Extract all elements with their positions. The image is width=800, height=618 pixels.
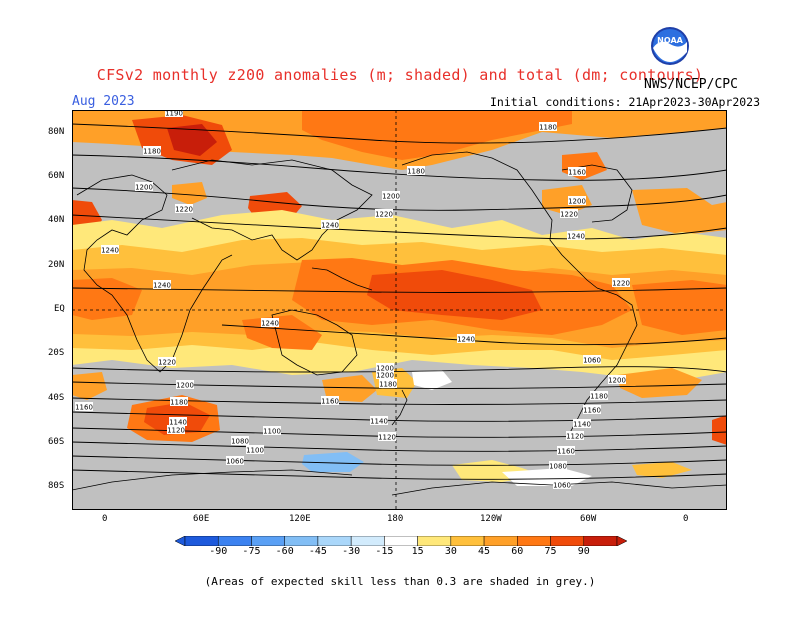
contour-label: 1200 <box>608 377 626 385</box>
chart-title: CFSv2 monthly z200 anomalies (m; shaded)… <box>96 66 704 84</box>
colorbar-label: -45 <box>308 546 327 557</box>
contour-label: 1100 <box>246 447 264 455</box>
contour-label: 1200 <box>176 382 194 390</box>
colorbar-cell <box>284 536 319 546</box>
colorbar-label: -60 <box>275 546 294 557</box>
lon-label: 120E <box>289 514 311 524</box>
lon-label: 120W <box>480 514 502 524</box>
colorbar-label: -30 <box>342 546 361 557</box>
contour-label: 1200 <box>568 198 586 206</box>
lon-label: 0 <box>102 514 108 524</box>
noaa-logo-icon: NOAA <box>651 27 689 65</box>
lon-label: 0 <box>683 514 689 524</box>
colorbar-cell <box>251 536 285 546</box>
colorbar-cell <box>217 536 252 546</box>
colorbar-label: -90 <box>209 546 228 557</box>
colorbar-label: 30 <box>444 546 457 557</box>
contour-label: 1200 <box>382 193 400 201</box>
contour-label: 1240 <box>261 320 279 328</box>
contour-label: 1080 <box>231 438 249 446</box>
colorbar-cell <box>184 536 219 546</box>
contour-label: 1200 <box>135 184 153 192</box>
contour-label: 1240 <box>153 282 171 290</box>
colorbar-cell <box>550 536 585 546</box>
contour-label: 1220 <box>560 211 578 219</box>
colorbar-cell <box>317 536 352 546</box>
colorbar-label: 15 <box>411 546 424 557</box>
colorbar-cell <box>583 536 618 546</box>
colorbar-cell <box>483 536 518 546</box>
contour-label: 1180 <box>590 393 608 401</box>
anomaly-map: 1190 1180 1180 1200 1220 1240 1240 1180 … <box>72 110 727 510</box>
colorbar-cell <box>384 536 418 546</box>
contour-label: 1240 <box>321 222 339 230</box>
contour-label: 1180 <box>539 124 557 132</box>
initial-conditions: Initial conditions: 21Apr2023-30Apr2023 <box>490 95 761 109</box>
contour-label: 1190 <box>165 110 183 118</box>
contour-label: 1180 <box>143 148 161 156</box>
colorbar-cell <box>350 536 385 546</box>
svg-text:NOAA: NOAA <box>657 36 683 45</box>
colorbar-label: -15 <box>375 546 394 557</box>
contour-label: 1160 <box>568 169 586 177</box>
colorbar-label: 75 <box>544 546 557 557</box>
contour-label: 1180 <box>379 381 397 389</box>
skill-footnote: (Areas of expected skill less than 0.3 a… <box>204 575 596 588</box>
contour-label: 1180 <box>407 168 425 176</box>
contour-label: 1060 <box>583 357 601 365</box>
source-label: NWS/NCEP/CPC <box>644 77 738 92</box>
colorbar-cell <box>417 536 452 546</box>
contour-label: 1160 <box>321 398 339 406</box>
contour-label: 1240 <box>567 233 585 241</box>
lon-label: 180 <box>387 514 404 524</box>
lon-label: 60E <box>193 514 210 524</box>
lat-label: 40N <box>48 215 65 225</box>
contour-label: 1120 <box>167 427 185 435</box>
contour-label: 1220 <box>375 211 393 219</box>
colorbar <box>175 536 627 546</box>
contour-label: 1160 <box>557 448 575 456</box>
lat-label: 60N <box>48 171 65 181</box>
contour-label: 1220 <box>158 359 176 367</box>
colorbar-cell <box>450 536 485 546</box>
colorbar-label: -75 <box>242 546 261 557</box>
contour-label: 1220 <box>612 280 630 288</box>
colorbar-label: 45 <box>478 546 491 557</box>
contour-label: 1200 <box>376 372 394 380</box>
lat-label: 60S <box>48 437 65 447</box>
lat-label: 80N <box>48 127 65 137</box>
contour-label: 1160 <box>75 404 93 412</box>
contour-label: 1100 <box>263 428 281 436</box>
contour-label: 1120 <box>566 433 584 441</box>
lat-label: 20S <box>48 348 65 358</box>
contour-label: 1060 <box>226 458 244 466</box>
contour-label: 1220 <box>175 206 193 214</box>
lat-label: EQ <box>54 304 65 314</box>
colorbar-cell <box>517 536 551 546</box>
lat-label: 80S <box>48 481 65 491</box>
contour-label: 1240 <box>457 336 475 344</box>
colorbar-label: 60 <box>511 546 524 557</box>
contour-label: 1160 <box>583 407 601 415</box>
contour-label: 1080 <box>549 463 567 471</box>
contour-label: 1200 <box>376 365 394 373</box>
lat-label: 20N <box>48 260 65 270</box>
forecast-month: Aug 2023 <box>72 94 135 109</box>
contour-label: 1140 <box>573 421 591 429</box>
colorbar-arrow-left <box>175 536 186 546</box>
lat-label: 40S <box>48 393 65 403</box>
contour-label: 1140 <box>169 419 187 427</box>
contour-label: 1060 <box>553 482 571 490</box>
contour-label: 1120 <box>378 434 396 442</box>
contour-label: 1140 <box>370 418 388 426</box>
contour-label: 1180 <box>170 399 188 407</box>
colorbar-label: 90 <box>577 546 590 557</box>
lon-label: 60W <box>580 514 597 524</box>
contour-label: 1240 <box>101 247 119 255</box>
colorbar-arrow-right <box>616 536 627 546</box>
